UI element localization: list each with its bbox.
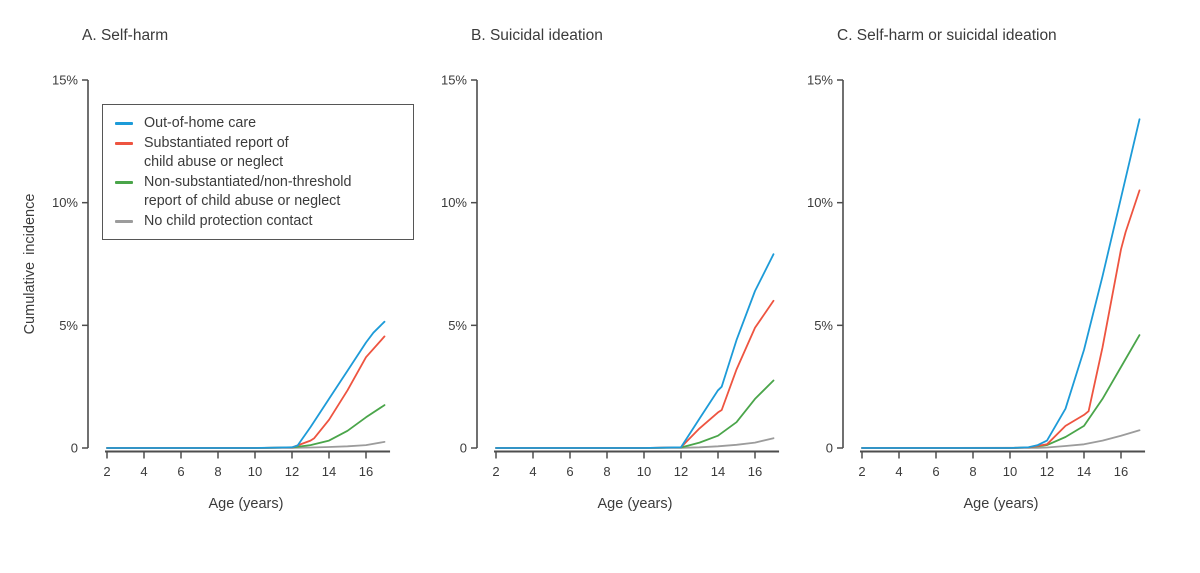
panel-a-title: A. Self-harm (82, 27, 169, 44)
x-tick-label: 4 (895, 464, 902, 479)
series-line-0 (106, 320, 386, 449)
x-tick-label: 2 (492, 464, 499, 479)
y-tick-label: 15% (52, 73, 78, 88)
series-line-2 (106, 404, 386, 449)
y-tick-label: 5% (814, 318, 833, 333)
x-tick-label: 6 (177, 464, 184, 479)
y-tick-label: 15% (441, 73, 467, 88)
x-tick-label: 10 (1003, 464, 1017, 479)
y-tick-label: 5% (59, 318, 78, 333)
y-tick-label: 0 (826, 441, 833, 456)
y-tick-label: 15% (807, 73, 833, 88)
legend-item: Out-of-home care (115, 114, 403, 134)
legend-swatch-out-of-home-care (115, 122, 133, 125)
series-line-3 (106, 440, 386, 449)
series-line-1 (106, 335, 386, 449)
series-line-0 (861, 118, 1141, 449)
legend-label: Substantiated report of child abuse or n… (144, 134, 289, 171)
x-tick-label: 12 (1040, 464, 1054, 479)
panel-b-x-axis-label: Age (years) (597, 496, 673, 512)
x-tick-label: 14 (711, 464, 725, 479)
series-line-1 (861, 189, 1141, 449)
y-tick-label: 10% (807, 195, 833, 210)
legend-label: Non-substantiated/non-threshold report o… (144, 173, 352, 210)
x-tick-label: 12 (674, 464, 688, 479)
y-tick-label: 10% (52, 195, 78, 210)
x-tick-label: 4 (140, 464, 147, 479)
x-tick-label: 16 (359, 464, 373, 479)
x-tick-label: 8 (603, 464, 610, 479)
legend-swatch-no-contact (115, 219, 133, 223)
x-tick-label: 14 (1077, 464, 1091, 479)
series-line-2 (861, 334, 1141, 449)
legend-item: Non-substantiated/non-threshold report o… (115, 173, 403, 212)
legend-label: Out-of-home care (144, 115, 257, 131)
panel-a-x-axis-label: Age (years) (208, 496, 284, 512)
legend: Out-of-home care Substantiated report of… (102, 104, 414, 240)
panel-c-title: C. Self-harm or suicidal ideation (837, 27, 1057, 44)
x-tick-label: 8 (969, 464, 976, 479)
x-tick-label: 10 (248, 464, 262, 479)
x-tick-label: 2 (103, 464, 110, 479)
legend-label: No child protection contact (144, 212, 313, 229)
series-line-3 (861, 429, 1141, 449)
legend-swatch-non-substantiated-report (115, 180, 133, 184)
panel-b-title: B. Suicidal ideation (471, 27, 603, 44)
series-line-3 (495, 437, 775, 449)
y-tick-label: 5% (448, 318, 467, 333)
y-tick-label: 10% (441, 195, 467, 210)
legend-item: No child protection contact (115, 212, 403, 232)
y-axis-label: Cumulative incidence (22, 193, 38, 335)
panel-c-x-axis-label: Age (years) (963, 496, 1039, 512)
x-tick-label: 16 (1114, 464, 1128, 479)
x-tick-label: 16 (748, 464, 762, 479)
x-tick-label: 14 (322, 464, 336, 479)
x-tick-label: 12 (285, 464, 299, 479)
x-tick-label: 8 (214, 464, 221, 479)
legend-swatch-substantiated-report (115, 141, 133, 145)
x-tick-label: 6 (566, 464, 573, 479)
x-tick-label: 4 (529, 464, 536, 479)
x-tick-label: 6 (932, 464, 939, 479)
y-tick-label: 0 (71, 441, 78, 456)
series-line-0 (495, 253, 775, 449)
series-line-2 (495, 379, 775, 449)
x-tick-label: 10 (637, 464, 651, 479)
x-tick-label: 2 (858, 464, 865, 479)
legend-item: Substantiated report of child abuse or n… (115, 134, 403, 173)
y-tick-label: 0 (460, 441, 467, 456)
